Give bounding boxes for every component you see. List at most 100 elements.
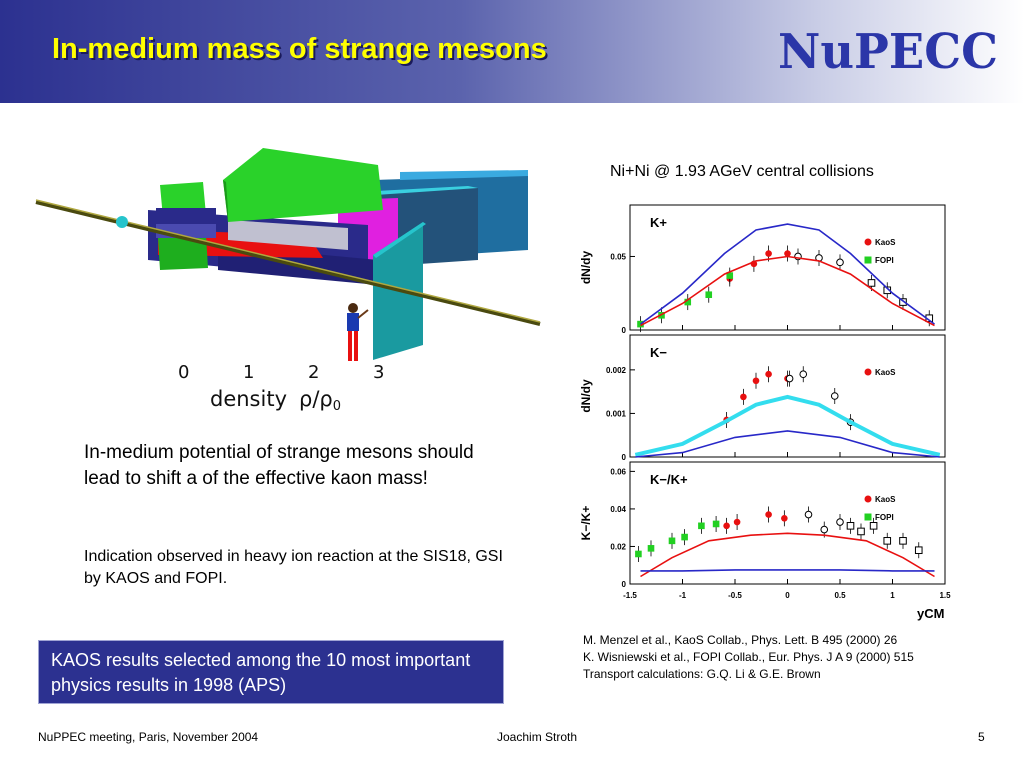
data-point-fopi (705, 291, 713, 299)
detector-illustration: 0 1 2 3 density ρ/ρ0 (35, 148, 541, 414)
panel-label: K+ (650, 215, 667, 230)
y-tick-label: 0.02 (610, 542, 626, 551)
legend-label: KaoS (875, 495, 896, 504)
reference-line: K. Wisniewski et al., FOPI Collab., Eur.… (583, 650, 914, 664)
data-point-kaos (723, 522, 730, 530)
y-axis-label: dN/dy (579, 251, 593, 285)
data-point-open-square (899, 298, 907, 306)
x-tick-label: 0.5 (834, 591, 846, 600)
legend-marker-fopi (864, 256, 872, 264)
data-point-open-circle (804, 510, 813, 519)
curve-blue (640, 223, 935, 325)
y-axis-label: K−/K+ (579, 506, 593, 541)
data-point-fopi (726, 272, 734, 279)
legend-marker-kaos (864, 368, 872, 376)
header-bar: In-medium mass of strange mesons NuPECC (0, 0, 1024, 103)
panel-label: K− (650, 345, 667, 360)
x-tick-label: 1 (890, 591, 895, 600)
density-tick: 1 (243, 362, 254, 383)
logo-text: NuPECC (778, 24, 998, 80)
y-tick-label: 0 (622, 453, 627, 462)
data-point-open-square (869, 522, 878, 530)
x-tick-label: -0.5 (728, 591, 742, 600)
panel-label: K−/K+ (650, 472, 688, 487)
page-number: 5 (978, 730, 985, 744)
paragraph-potential: In-medium potential of strange mesons sh… (84, 442, 474, 489)
green-left-bottom (158, 235, 208, 270)
x-tick-label: -1 (679, 591, 687, 600)
x-axis-label: yCM (917, 606, 944, 621)
data-point-open-square (899, 537, 907, 545)
detector-block-mid-top (358, 186, 478, 196)
data-point-kaos (752, 377, 760, 385)
data-point-open-circle (836, 518, 844, 526)
data-point-open-square (857, 527, 865, 536)
density-label: density ρ/ρ0 (210, 387, 341, 414)
legend-marker-kaos (864, 238, 872, 246)
data-point-open-circle (785, 374, 794, 383)
green-magnet-side (223, 180, 228, 222)
legend-label: FOPI (875, 256, 894, 265)
data-point-kaos (781, 515, 788, 522)
curve-blue (635, 430, 940, 458)
footer-meeting: NuPPEC meeting, Paris, November 2004 (38, 730, 259, 744)
data-point-fopi (698, 522, 705, 530)
data-point-open-square (883, 537, 892, 545)
data-point-open-circle (830, 392, 839, 400)
y-tick-label: 0.002 (606, 366, 627, 375)
data-point-open-circle (836, 258, 844, 267)
nupecc-logo: NuPECC (778, 24, 998, 80)
footer-author: Joachim Stroth (497, 730, 578, 744)
data-point-kaos (765, 250, 772, 257)
curve-blue (640, 569, 935, 572)
data-point-kaos (784, 250, 791, 257)
curve-red (640, 532, 935, 578)
aps-highlight-box: KAOS results selected among the 10 most … (38, 640, 504, 704)
chart-panel: 0 0.02 0.04 0.06 K−/K+ K−/K+ KaoS FOPI -1.5 -1 -0.… (579, 461, 951, 621)
chart-panel: 0 0.001 0.002 dN/dy K− KaoS (579, 334, 946, 462)
density-tick: 3 (373, 362, 384, 383)
paragraph-indication: Indication observed in heavy ion reactio… (84, 548, 503, 587)
y-tick-label: 0 (622, 580, 627, 589)
data-point-open-square (846, 522, 855, 530)
data-point-kaos (765, 370, 772, 378)
x-tick-label: -1.5 (623, 591, 637, 600)
ring-1 (156, 208, 216, 222)
y-tick-label: 0.04 (610, 505, 626, 514)
green-magnet (223, 148, 383, 222)
references: M. Menzel et al., KaoS Collab., Phys. Le… (583, 632, 914, 683)
y-tick-label: 0.06 (610, 467, 626, 476)
data-point-kaos (733, 518, 741, 526)
rapidity-distribution-chart: 0 0.05 dN/dy K+ KaoS FOPI 0 0.001 0.002 dN/dy K− Ka… (579, 204, 951, 621)
data-point-fopi (668, 537, 676, 545)
person-figure (347, 303, 369, 361)
data-point-fopi (681, 533, 688, 541)
reference-line: M. Menzel et al., KaoS Collab., Phys. Le… (583, 633, 898, 647)
x-tick-label: 1.5 (939, 591, 951, 600)
legend-label: KaoS (875, 368, 896, 377)
data-point-fopi (684, 298, 692, 306)
aps-highlight-text: KAOS results selected among the 10 most … (51, 650, 471, 695)
legend-marker-kaos (864, 495, 872, 503)
y-tick-label: 0.05 (610, 252, 626, 261)
beam-source-icon (116, 216, 128, 228)
chart-panel: 0 0.05 dN/dy K+ KaoS FOPI (579, 204, 946, 335)
y-axis-label: dN/dy (579, 379, 593, 413)
tof-plate-edge (373, 222, 426, 258)
data-point-kaos (740, 393, 747, 401)
density-tick: 2 (308, 362, 319, 383)
slide-title: In-medium mass of strange mesons (52, 33, 547, 65)
grey-chamber (228, 220, 348, 250)
data-point-kaos (765, 511, 772, 518)
data-point-fopi (712, 520, 720, 528)
data-point-open-square (914, 546, 923, 555)
curve-cyan (634, 394, 941, 457)
chart-title: Ni+Ni @ 1.93 AGeV central collisions (610, 163, 874, 180)
x-tick-label: 0 (785, 591, 790, 600)
data-point-open-circle (820, 525, 829, 534)
density-tick: 0 (178, 362, 189, 383)
legend-marker-fopi (864, 513, 872, 521)
data-point-fopi (635, 550, 642, 558)
data-point-open-circle (799, 370, 808, 379)
legend-label: FOPI (875, 513, 894, 522)
